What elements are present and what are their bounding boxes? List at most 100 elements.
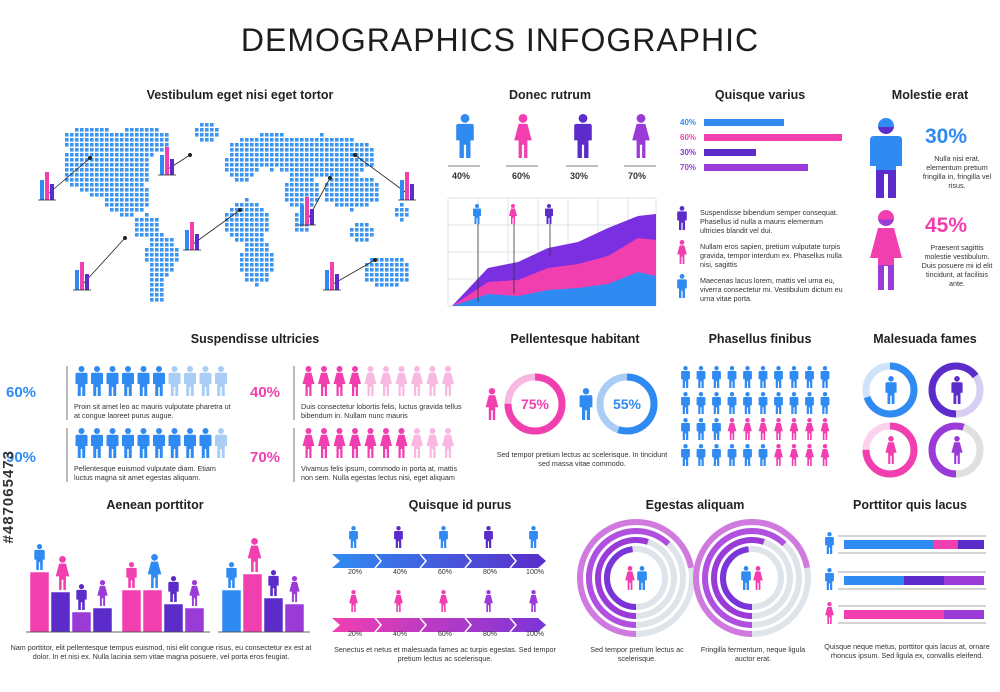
susp-row2-figure-8	[411, 366, 423, 396]
qv-note-figure-3	[677, 274, 687, 298]
molestie-title: Molestie erat	[891, 88, 969, 102]
donec-mini-figure-1	[473, 204, 481, 224]
susp-figure-row-2	[302, 366, 454, 396]
phas-figure-3-6	[774, 444, 783, 466]
phas-figure-0-0	[681, 366, 690, 388]
susp-figure-row-1	[75, 366, 227, 396]
qv-bar-label-1: 40%	[680, 118, 697, 127]
donec-figure-3	[566, 114, 598, 167]
susp-row1-figure-4	[122, 366, 134, 396]
susp-text-3: Pellentesque euismod vulputate diam. Eti…	[74, 464, 216, 482]
susp-row2-figure-9	[426, 366, 439, 396]
susp-row4-figure-10	[442, 428, 454, 458]
donec-label-3: 30%	[570, 171, 589, 181]
pql-bar-1-1	[844, 540, 934, 549]
susp-row3-figure-4	[122, 428, 134, 458]
quisque-id-title: Quisque id purus	[408, 498, 512, 512]
phas-figure-3-0	[681, 444, 690, 466]
molestie-figure-1	[870, 118, 902, 198]
phas-figure-0-4	[743, 366, 752, 388]
mal-donut-4	[928, 422, 984, 478]
pql-figure-2	[825, 568, 834, 590]
mal-donut-1	[862, 362, 918, 418]
map-marker-bars-2	[158, 147, 176, 176]
pql-bar-3-2	[944, 610, 984, 619]
map-marker-bars-4	[298, 197, 316, 226]
phas-figure-3-8	[805, 444, 814, 466]
malesuada-donuts	[862, 362, 984, 478]
pell-donut-label-2: 55%	[612, 396, 642, 412]
phas-figure-2-8	[805, 418, 814, 440]
phas-figure-2-9	[820, 418, 830, 440]
qid-bottom-figure-5	[529, 590, 538, 612]
map-marker-bars-5	[398, 172, 416, 201]
egestas-woman-icon-2	[753, 566, 763, 590]
susp-row2-figure-3	[333, 366, 346, 396]
aenean-bar-1-1	[29, 571, 50, 633]
qid-top-tick-1: 20%	[347, 569, 362, 576]
susp-row2-figure-7	[395, 366, 408, 396]
qid-bottom-tick-1: 20%	[347, 631, 362, 638]
egestas-text-2: Fringilla fermentum, neque ligula auctor…	[700, 645, 806, 663]
porttitor-quis-bars	[825, 532, 986, 624]
molestie-woman-icon	[870, 210, 902, 290]
aenean-figure-2-1	[126, 562, 137, 588]
egestas-rings-2	[693, 519, 811, 637]
susp-row4-figure-8	[411, 428, 423, 458]
qv-note-icon-2	[677, 240, 687, 264]
mal-woman-icon-2	[951, 436, 963, 464]
donec-mini-3	[545, 204, 553, 224]
susp-row3-figure-9	[199, 428, 212, 458]
phas-figure-1-3	[727, 392, 737, 414]
qv-note-1: Suspendisse bibendum semper consequat. P…	[700, 208, 838, 235]
susp-row1-figure-9	[199, 366, 212, 396]
aenean-figure-3-2	[247, 538, 262, 572]
aenean-bar-1-3	[71, 611, 92, 633]
qv-bar-3	[704, 149, 756, 156]
egestas-title: Egestas aliquam	[645, 498, 745, 512]
phas-figure-0-2	[712, 366, 721, 388]
phas-figure-1-8	[805, 392, 814, 414]
aenean-bar-2-3	[163, 603, 184, 633]
pql-bar-1-3	[958, 540, 984, 549]
susp-row4-figure-1	[302, 428, 315, 458]
pql-bar-3-1	[844, 610, 944, 619]
qid-top-figure-5	[529, 526, 538, 548]
susp-row2-figure-1	[302, 366, 315, 396]
pql-bar-2-3	[944, 576, 984, 585]
quisque-id-arrows	[332, 526, 546, 633]
susp-figure-row-4	[302, 428, 454, 458]
pell-woman-icon	[485, 388, 499, 420]
pql-bar-2-2	[904, 576, 944, 585]
aenean-bar-3-1	[221, 589, 242, 633]
phas-figure-1-7	[789, 392, 799, 414]
egestas-woman-icon-1	[625, 566, 635, 590]
susp-row2-figure-6	[380, 366, 392, 396]
susp-figure-row-3	[75, 428, 227, 458]
mal-woman-icon-1	[885, 436, 897, 464]
phas-figure-3-9	[820, 444, 830, 466]
phas-figure-1-9	[820, 392, 830, 414]
qv-bar-1	[704, 119, 784, 126]
susp-text-4: Vivamus felis ipsum, commodo in porta at…	[301, 464, 458, 482]
phas-figure-3-7	[789, 444, 799, 466]
aenean-figure-2-4	[189, 580, 200, 606]
phas-figure-3-2	[712, 444, 721, 466]
pell-donut-2	[596, 373, 658, 435]
pell-donut-1	[504, 373, 566, 435]
porttitor-quis-title: Porttitor quis lacus	[853, 498, 967, 512]
phas-figure-2-6	[774, 418, 783, 440]
map-title: Vestibulum eget nisi eget tortor	[146, 88, 334, 102]
donec-title: Donec rutrum	[509, 88, 591, 102]
qid-top-tick-2: 40%	[392, 569, 407, 576]
donec-mini-figure-2	[509, 204, 517, 224]
aenean-figure-1-4	[97, 580, 108, 606]
phas-figure-0-9	[820, 366, 830, 388]
aenean-figure-2-2	[147, 554, 162, 588]
area-blue	[452, 272, 656, 306]
susp-row3-figure-10	[215, 428, 227, 458]
phas-figure-0-5	[758, 366, 768, 388]
phas-figure-1-2	[712, 392, 721, 414]
phas-figure-0-7	[789, 366, 799, 388]
